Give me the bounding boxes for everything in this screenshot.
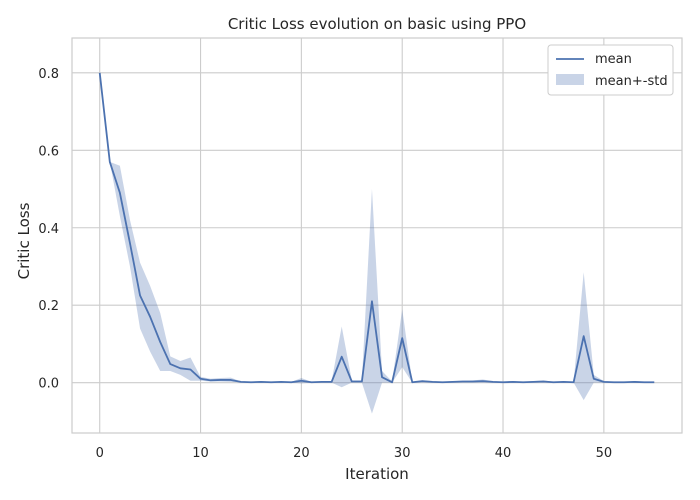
mean-line-group [98, 72, 655, 384]
x-tick-label-0: 0 [96, 446, 104, 461]
mean-line [98, 72, 655, 384]
legend: mean mean+-std [547, 44, 674, 96]
x-tick-label-10: 10 [192, 446, 209, 461]
y-tick-label-4: 0.8 [38, 67, 59, 82]
legend-std-label: mean+-std [595, 74, 668, 89]
plot-frame [71, 37, 683, 434]
x-tick-label-50: 50 [596, 446, 613, 461]
std-band [99, 72, 655, 414]
y-tick-label-2: 0.4 [38, 222, 59, 237]
legend-std-swatch [556, 74, 584, 85]
y-axis-title: Critic Loss [15, 202, 33, 279]
y-tick-label-0: 0.0 [38, 377, 59, 392]
plot-border [71, 37, 683, 434]
std-band-group [99, 72, 655, 414]
y-tick-labels: 0.0 0.2 0.4 0.6 0.8 [38, 67, 59, 392]
grid [72, 38, 682, 433]
x-axis-title: Iteration [345, 465, 409, 483]
y-tick-label-3: 0.6 [38, 144, 59, 159]
x-tick-label-20: 20 [293, 446, 310, 461]
legend-mean-label: mean [595, 52, 632, 67]
x-tick-label-40: 40 [495, 446, 512, 461]
chart-title: Critic Loss evolution on basic using PPO [228, 15, 526, 33]
legend-box [547, 44, 674, 96]
x-tick-label-30: 30 [394, 446, 411, 461]
x-tick-labels: 0 10 20 30 40 50 [96, 446, 613, 461]
y-tick-label-1: 0.2 [38, 299, 59, 314]
